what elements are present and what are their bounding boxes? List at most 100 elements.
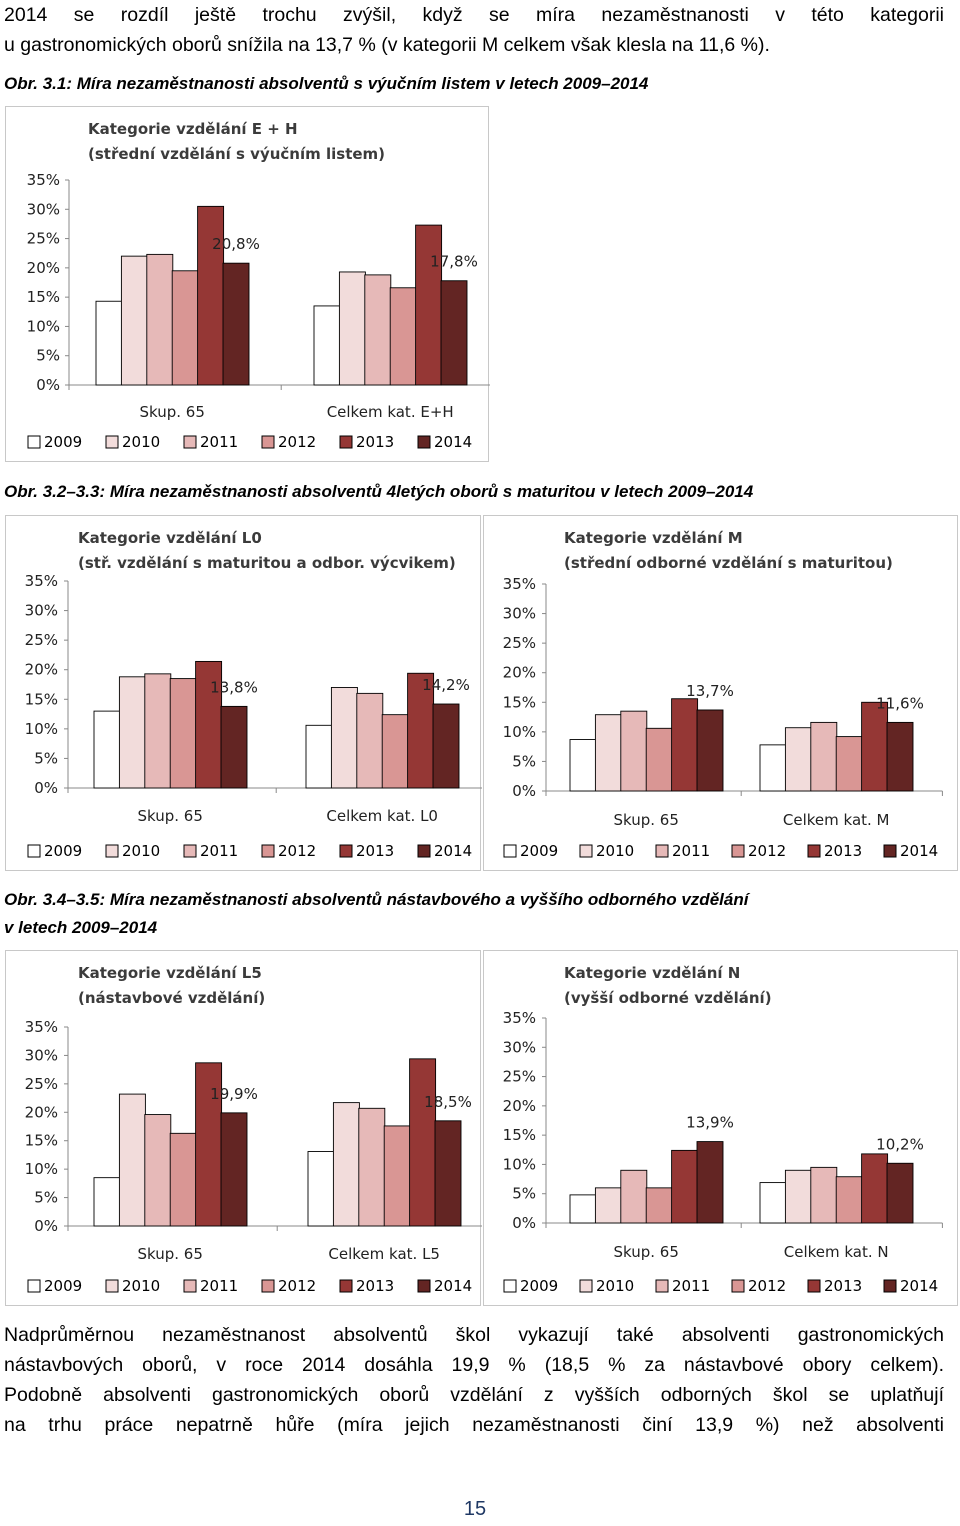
legend-label: 2014 [434, 433, 472, 451]
data-label: 13,9% [686, 1114, 734, 1132]
intro-line-1: 2014 se rozdíl ještě trochu zvýšil, když… [4, 4, 944, 26]
chart-m-svg: Kategorie vzdělání M (střední odborné vzd… [503, 529, 943, 860]
bar [886, 721, 914, 792]
legend-label: 2013 [356, 433, 394, 451]
legend-swatch [417, 1279, 431, 1293]
bar [195, 660, 223, 789]
bar [169, 678, 197, 789]
bar [313, 305, 341, 386]
data-label: 13,7% [686, 682, 734, 700]
data-label: 19,9% [210, 1085, 258, 1103]
chart-title-line1: Kategorie vzdělání L0 [78, 529, 262, 547]
y-tick-label: 0% [34, 779, 58, 797]
data-label: 10,2% [876, 1135, 924, 1153]
legend-swatch [655, 1279, 669, 1293]
y-tick-label: 15% [503, 693, 536, 711]
legend-label: 2013 [356, 842, 394, 860]
chart-title-line2: (stř. vzdělání s maturitou a odbor. výcv… [78, 554, 456, 572]
legend-label: 2010 [122, 842, 160, 860]
bar [810, 1166, 838, 1224]
category-label: Skup. 65 [613, 811, 678, 829]
bar [222, 262, 250, 386]
data-label: 20,8% [212, 235, 260, 253]
legend-label: 2014 [900, 1277, 938, 1295]
bar [307, 1151, 335, 1227]
legend-label: 2014 [434, 1277, 472, 1295]
y-tick-label: 10% [25, 720, 58, 738]
y-tick-label: 0% [512, 1214, 536, 1232]
y-tick-label: 10% [503, 723, 536, 741]
y-tick-label: 15% [503, 1126, 536, 1144]
legend-swatch [579, 844, 593, 858]
bar [338, 271, 366, 386]
bar [432, 703, 460, 789]
y-tick-label: 35% [503, 575, 536, 593]
legend-swatch [261, 1279, 275, 1293]
y-tick-label: 0% [512, 782, 536, 800]
bar [118, 676, 146, 789]
bar [220, 1112, 248, 1227]
legend-label: 2010 [122, 1277, 160, 1295]
bar [356, 692, 384, 789]
y-tick-label: 15% [25, 690, 58, 708]
bar [886, 1162, 914, 1224]
bar [759, 744, 787, 792]
bar [569, 1194, 597, 1224]
legend-swatch [417, 844, 431, 858]
y-tick-label: 25% [503, 1068, 536, 1086]
y-tick-label: 10% [27, 317, 60, 335]
bar [861, 701, 889, 792]
chart-title-line1: Kategorie vzdělání L5 [78, 964, 262, 982]
chart-l0-svg: Kategorie vzdělání L0 (stř. vzdělání s ma… [25, 529, 482, 860]
y-tick-label: 15% [27, 288, 60, 306]
legend-label: 2011 [672, 842, 710, 860]
legend-swatch [27, 435, 41, 449]
chart-l5-svg: Kategorie vzdělání L5 (nástavbové vzdělán… [25, 964, 482, 1295]
y-tick-label: 25% [25, 1075, 58, 1093]
legend-label: 2009 [520, 842, 558, 860]
bar [620, 1169, 648, 1224]
legend-swatch [261, 844, 275, 858]
category-label: Celkem kat. E+H [327, 403, 454, 421]
legend-label: 2012 [748, 1277, 786, 1295]
bar [645, 727, 673, 792]
y-tick-label: 20% [25, 661, 58, 679]
chart-title-line1: Kategorie vzdělání N [564, 964, 740, 982]
legend-label: 2014 [900, 842, 938, 860]
chart-title-line2: (střední odborné vzdělání s maturitou) [564, 554, 893, 572]
data-label: 17,8% [430, 253, 478, 271]
y-tick-label: 35% [25, 572, 58, 590]
bar [93, 710, 121, 789]
chart-eh: Kategorie vzdělání E + H (střední vzdělán… [5, 106, 490, 462]
bar [305, 724, 333, 789]
y-tick-label: 5% [34, 749, 58, 767]
bar [332, 1102, 360, 1227]
bar [594, 1187, 622, 1224]
intro-paragraph: 2014 se rozdíl ještě trochu zvýšil, když… [4, 0, 944, 60]
chart-title-line1: Kategorie vzdělání M [564, 529, 743, 547]
legend-label: 2010 [596, 1277, 634, 1295]
y-tick-label: 10% [503, 1155, 536, 1173]
legend-swatch [731, 1279, 745, 1293]
bar [93, 1177, 121, 1227]
y-tick-label: 25% [503, 634, 536, 652]
body-paragraph: Nadprůměrnou nezaměstnanost absolventů š… [4, 1320, 944, 1440]
y-tick-label: 30% [25, 1046, 58, 1064]
legend-label: 2012 [278, 842, 316, 860]
bar [118, 1093, 146, 1227]
bar [144, 1114, 172, 1227]
bar [810, 721, 838, 792]
y-tick-label: 25% [27, 230, 60, 248]
legend-swatch [183, 435, 197, 449]
legend-swatch [27, 1279, 41, 1293]
legend-label: 2009 [44, 842, 82, 860]
bar [784, 727, 812, 792]
y-tick-label: 20% [503, 1097, 536, 1115]
data-label: 18,5% [424, 1093, 472, 1111]
bar [645, 1187, 673, 1224]
body-line-4: na trhu práce nepatrně hůře (míra jejich… [4, 1414, 944, 1436]
legend-label: 2009 [44, 433, 82, 451]
bar [146, 253, 174, 386]
legend-swatch [339, 844, 353, 858]
legend-swatch [183, 1279, 197, 1293]
